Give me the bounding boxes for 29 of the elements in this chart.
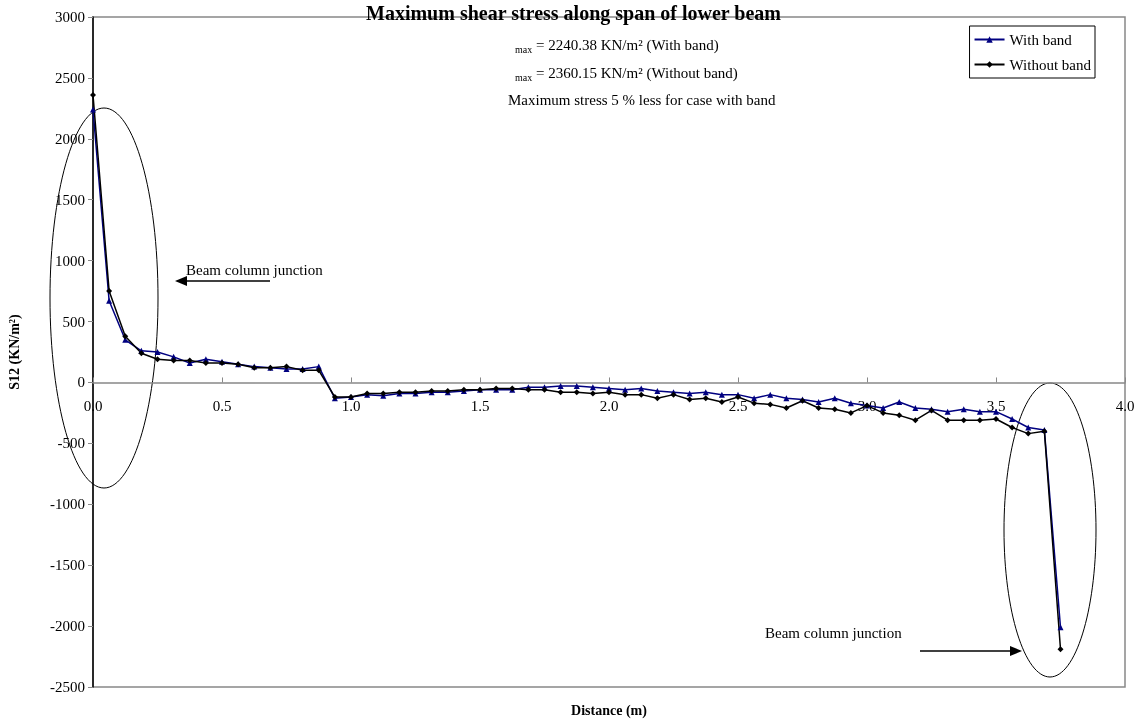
y-tick-label: -2000 bbox=[50, 618, 85, 635]
y-tick-label: 2000 bbox=[55, 130, 85, 147]
y-tick-label: 1500 bbox=[55, 191, 85, 208]
x-tick-label: 2.0 bbox=[599, 397, 619, 414]
x-tick-label: 0.5 bbox=[212, 397, 232, 414]
y-tick-label: -2500 bbox=[50, 679, 85, 695]
x-tick-label: 3.5 bbox=[986, 397, 1006, 414]
x-tick-label: 4.0 bbox=[1115, 397, 1135, 414]
y-tick-label: 0 bbox=[77, 374, 85, 391]
x-tick-label: 1.5 bbox=[470, 397, 490, 414]
legend-label: Without band bbox=[1009, 56, 1092, 73]
y-tick-label: 1000 bbox=[55, 252, 85, 269]
y-tick-label: -1500 bbox=[50, 557, 85, 574]
annotation: Maximum stress 5 % less for case with band bbox=[508, 92, 776, 108]
legend-label: With band bbox=[1009, 31, 1073, 48]
x-tick-label: 1.0 bbox=[341, 397, 361, 414]
annotation: max = 2240.38 KN/m² (With band) bbox=[515, 37, 719, 55]
y-tick-label: -500 bbox=[57, 435, 85, 452]
x-axis-title: Distance (m) bbox=[571, 702, 648, 719]
y-axis-title: S12 (KN/m²) bbox=[6, 313, 23, 390]
y-tick-label: 500 bbox=[62, 313, 85, 330]
y-tick-label: -1000 bbox=[50, 496, 85, 513]
y-tick-label: 2500 bbox=[55, 69, 85, 86]
y-tick-label: 3000 bbox=[55, 9, 85, 25]
x-tick-label: 2.5 bbox=[728, 397, 748, 414]
annotation: Beam column junction bbox=[765, 625, 903, 641]
chart-title: Maximum shear stress along span of lower beam bbox=[366, 2, 782, 25]
annotation: Beam column junction bbox=[186, 262, 324, 278]
annotation: max = 2360.15 KN/m² (Without band) bbox=[515, 65, 738, 83]
